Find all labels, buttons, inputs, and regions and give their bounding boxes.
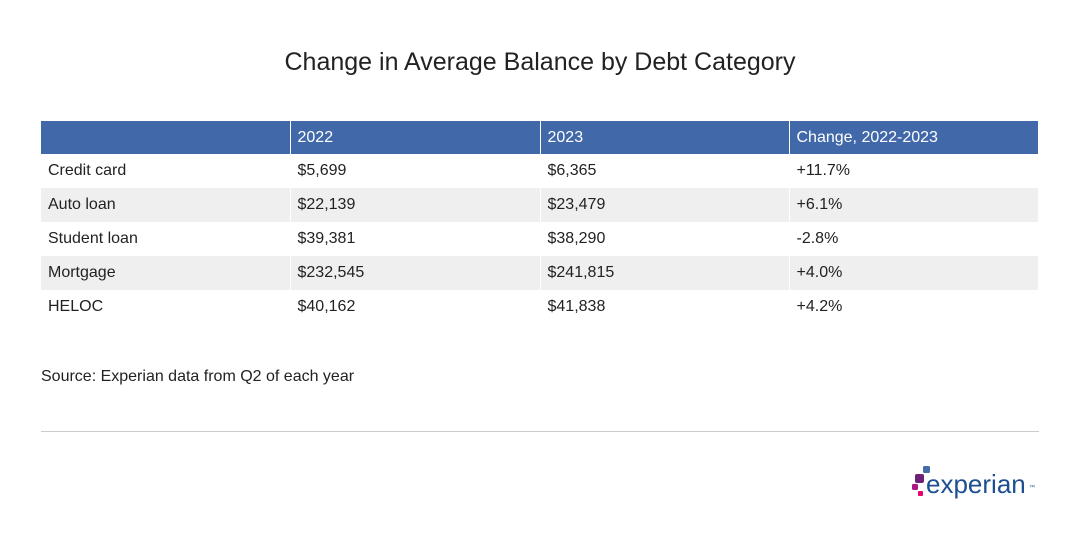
divider (41, 431, 1039, 432)
header-2023: 2023 (539, 121, 790, 154)
experian-logo: experian ™ (912, 465, 1037, 505)
row-change-value: +4.2% (788, 290, 1038, 324)
row-change-value: +4.0% (788, 256, 1038, 290)
header-change: Change, 2022-2023 (788, 121, 1038, 154)
logo-wordmark: experian (926, 469, 1026, 499)
logo-trademark: ™ (1029, 485, 1035, 491)
row-2023-value: $23,479 (539, 188, 789, 222)
row-change-value: +11.7% (788, 154, 1038, 188)
page-title: Change in Average Balance by Debt Catego… (284, 48, 796, 76)
row-2022-value: $5,699 (289, 154, 540, 188)
row-change-value: -2.8% (788, 222, 1038, 256)
row-category: Student loan (41, 222, 290, 256)
row-category: HELOC (41, 290, 290, 324)
row-change-value: +6.1% (788, 188, 1038, 222)
table-header-row: 2022 2023 Change, 2022-2023 (41, 121, 1038, 154)
row-2022-value: $22,139 (289, 188, 540, 222)
row-2022-value: $40,162 (289, 290, 540, 324)
row-category: Auto loan (41, 188, 290, 222)
table-row: Credit card $5,699 $6,365 +11.7% (41, 154, 1038, 188)
row-2022-value: $39,381 (289, 222, 540, 256)
row-category: Credit card (41, 154, 290, 188)
debt-balance-table: 2022 2023 Change, 2022-2023 Credit card … (41, 121, 1038, 324)
row-2022-value: $232,545 (289, 256, 540, 290)
row-2023-value: $41,838 (539, 290, 789, 324)
header-2022: 2022 (289, 121, 541, 154)
logo-dots-icon (912, 466, 930, 496)
table-row: Student loan $39,381 $38,290 -2.8% (41, 222, 1038, 256)
table-row: Mortgage $232,545 $241,815 +4.0% (41, 256, 1038, 290)
row-category: Mortgage (41, 256, 290, 290)
table-row: Auto loan $22,139 $23,479 +6.1% (41, 188, 1038, 222)
source-note: Source: Experian data from Q2 of each ye… (41, 368, 355, 385)
header-category (41, 121, 291, 154)
row-2023-value: $38,290 (539, 222, 789, 256)
table-row: HELOC $40,162 $41,838 +4.2% (41, 290, 1038, 324)
row-2023-value: $6,365 (539, 154, 789, 188)
row-2023-value: $241,815 (539, 256, 789, 290)
